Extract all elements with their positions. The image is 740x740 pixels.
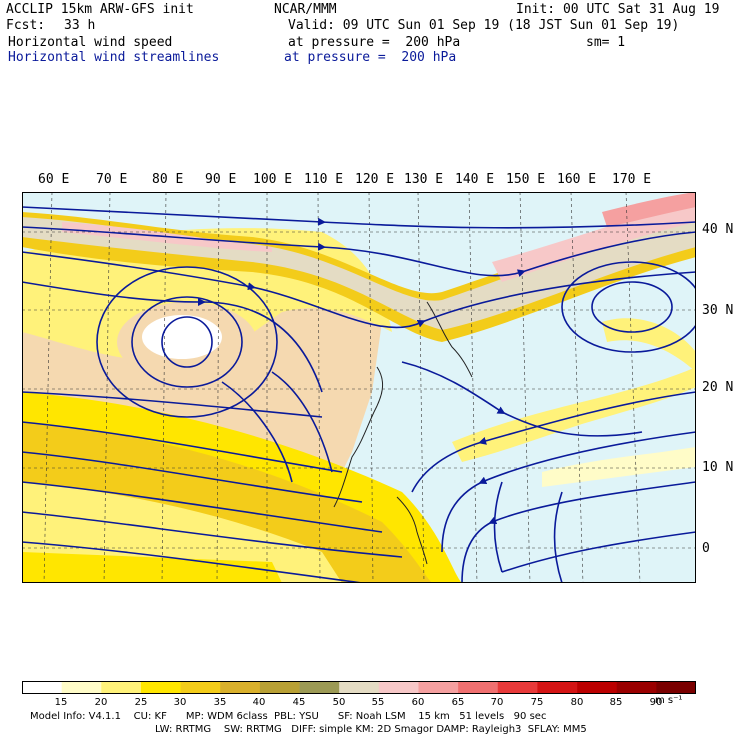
- colorbar-swatch: [656, 681, 696, 694]
- colorbar-swatch: [577, 681, 618, 694]
- lon-label: 90 E: [205, 172, 237, 187]
- colorbar-swatch: [180, 681, 221, 694]
- model-info-line2: LW: RRTMG SW: RRTMG DIFF: simple KM: 2D …: [155, 724, 587, 735]
- colorbar-swatch: [339, 681, 380, 694]
- field1-name: Horizontal wind speed: [8, 35, 173, 50]
- field2-name: Horizontal wind streamlines: [8, 50, 220, 65]
- model-title: ACCLIP 15km ARW-GFS init: [6, 2, 194, 17]
- forecast-label: Fcst:: [6, 18, 46, 33]
- colorbar-swatch: [220, 681, 261, 694]
- colorbar-swatch: [378, 681, 419, 694]
- field2-level: at pressure = 200 hPa: [284, 50, 457, 65]
- wind-speed-fill: [542, 447, 696, 487]
- wind-speed-fill: [22, 552, 282, 583]
- valid-time: Valid: 09 UTC Sun 01 Sep 19 (18 JST Sun …: [288, 18, 680, 33]
- colorbar-swatch: [61, 681, 102, 694]
- color-bar: [22, 681, 696, 694]
- lon-label: 130 E: [404, 172, 444, 187]
- colorbar-label: 80: [570, 697, 584, 708]
- colorbar-units: m s⁻¹: [655, 695, 683, 706]
- colorbar-label: 25: [134, 697, 148, 708]
- lon-label: 150 E: [506, 172, 546, 187]
- model-info-line1: Model Info: V4.1.1 CU: KF MP: WDM 6class…: [30, 711, 547, 722]
- colorbar-label: 65: [451, 697, 465, 708]
- lon-label: 80 E: [152, 172, 184, 187]
- jet-stream-fill: [602, 192, 696, 227]
- field1-smoothing: sm= 1: [586, 35, 626, 50]
- lat-label: 0: [702, 541, 710, 556]
- wind-map: [22, 192, 696, 583]
- lon-label: 60 E: [38, 172, 70, 187]
- colorbar-swatch: [140, 681, 181, 694]
- coastline: [333, 366, 384, 508]
- colorbar-label: 70: [490, 697, 504, 708]
- colorbar-label: 60: [411, 697, 425, 708]
- lon-label: 140 E: [455, 172, 495, 187]
- coastline: [426, 301, 473, 378]
- colorbar-label: 45: [292, 697, 306, 708]
- lon-label: 160 E: [557, 172, 597, 187]
- colorbar-swatch: [616, 681, 657, 694]
- colorbar-label: 85: [609, 697, 623, 708]
- lat-label: 20 N: [702, 380, 734, 395]
- field1-level: at pressure = 200 hPa: [288, 35, 461, 50]
- org-label: NCAR/MMM: [274, 2, 337, 17]
- colorbar-label: 15: [54, 697, 68, 708]
- colorbar-swatch: [418, 681, 459, 694]
- lat-label: 10 N: [702, 460, 734, 475]
- lon-label: 110 E: [304, 172, 344, 187]
- init-time: Init: 00 UTC Sat 31 Aug 19: [516, 2, 720, 17]
- colorbar-swatch: [497, 681, 538, 694]
- colorbar-label: 35: [213, 697, 227, 708]
- colorbar-label: 40: [252, 697, 266, 708]
- lat-label: 40 N: [702, 222, 734, 237]
- colorbar-swatch: [22, 681, 62, 694]
- colorbar-swatch: [537, 681, 578, 694]
- lat-label: 30 N: [702, 303, 734, 318]
- colorbar-label: 20: [94, 697, 108, 708]
- colorbar-swatch: [458, 681, 499, 694]
- colorbar-label: 75: [530, 697, 544, 708]
- lon-label: 170 E: [612, 172, 652, 187]
- coastline: [396, 496, 428, 565]
- lon-label: 120 E: [355, 172, 395, 187]
- lon-label: 70 E: [96, 172, 128, 187]
- lon-label: 100 E: [253, 172, 293, 187]
- colorbar-label: 90: [649, 697, 663, 708]
- colorbar-label: 55: [371, 697, 385, 708]
- forecast-hours: 33 h: [64, 18, 96, 33]
- wind-speed-fill: [452, 367, 696, 462]
- colorbar-swatch: [259, 681, 300, 694]
- colorbar-swatch: [299, 681, 340, 694]
- colorbar-label: 50: [332, 697, 346, 708]
- colorbar-swatch: [101, 681, 142, 694]
- colorbar-label: 30: [173, 697, 187, 708]
- streamlines: [22, 206, 696, 583]
